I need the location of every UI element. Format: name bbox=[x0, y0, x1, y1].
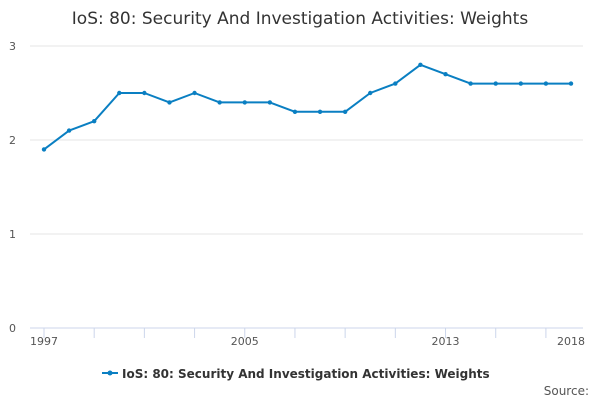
data-point bbox=[142, 90, 147, 96]
data-point bbox=[493, 81, 498, 86]
legend-marker-icon bbox=[107, 370, 113, 376]
data-point bbox=[443, 72, 448, 77]
x-tick-label: 2018 bbox=[557, 335, 585, 348]
y-tick-label: 3 bbox=[9, 40, 16, 53]
data-point bbox=[468, 81, 473, 86]
data-point bbox=[292, 109, 298, 115]
data-point bbox=[217, 100, 222, 105]
x-tick-label: 1997 bbox=[30, 335, 58, 348]
data-point bbox=[66, 128, 72, 133]
data-point bbox=[117, 90, 122, 96]
series-line bbox=[43, 63, 571, 151]
data-point bbox=[418, 62, 423, 67]
data-point bbox=[317, 109, 323, 115]
data-point bbox=[568, 81, 574, 86]
y-tick-label: 2 bbox=[9, 134, 16, 147]
x-tick-label: 2005 bbox=[231, 335, 259, 348]
data-point bbox=[41, 147, 47, 152]
data-point bbox=[242, 100, 247, 105]
chart-title: IoS: 80: Security And Investigation Acti… bbox=[72, 9, 529, 29]
data-point bbox=[167, 100, 172, 105]
y-tick-label: 1 bbox=[9, 228, 16, 241]
data-point bbox=[267, 100, 273, 105]
x-tick-label: 2013 bbox=[432, 335, 460, 348]
data-point bbox=[91, 119, 97, 124]
data-point bbox=[518, 81, 524, 86]
data-point bbox=[543, 81, 549, 86]
legend-label: IoS: 80: Security And Investigation Acti… bbox=[122, 367, 490, 381]
data-point bbox=[368, 90, 373, 96]
data-point bbox=[192, 90, 197, 96]
legend[interactable]: IoS: 80: Security And Investigation Acti… bbox=[102, 367, 490, 381]
source-label: Source: bbox=[544, 384, 589, 398]
data-point bbox=[393, 81, 398, 86]
y-tick-label: 0 bbox=[9, 322, 16, 335]
data-point bbox=[342, 109, 348, 115]
